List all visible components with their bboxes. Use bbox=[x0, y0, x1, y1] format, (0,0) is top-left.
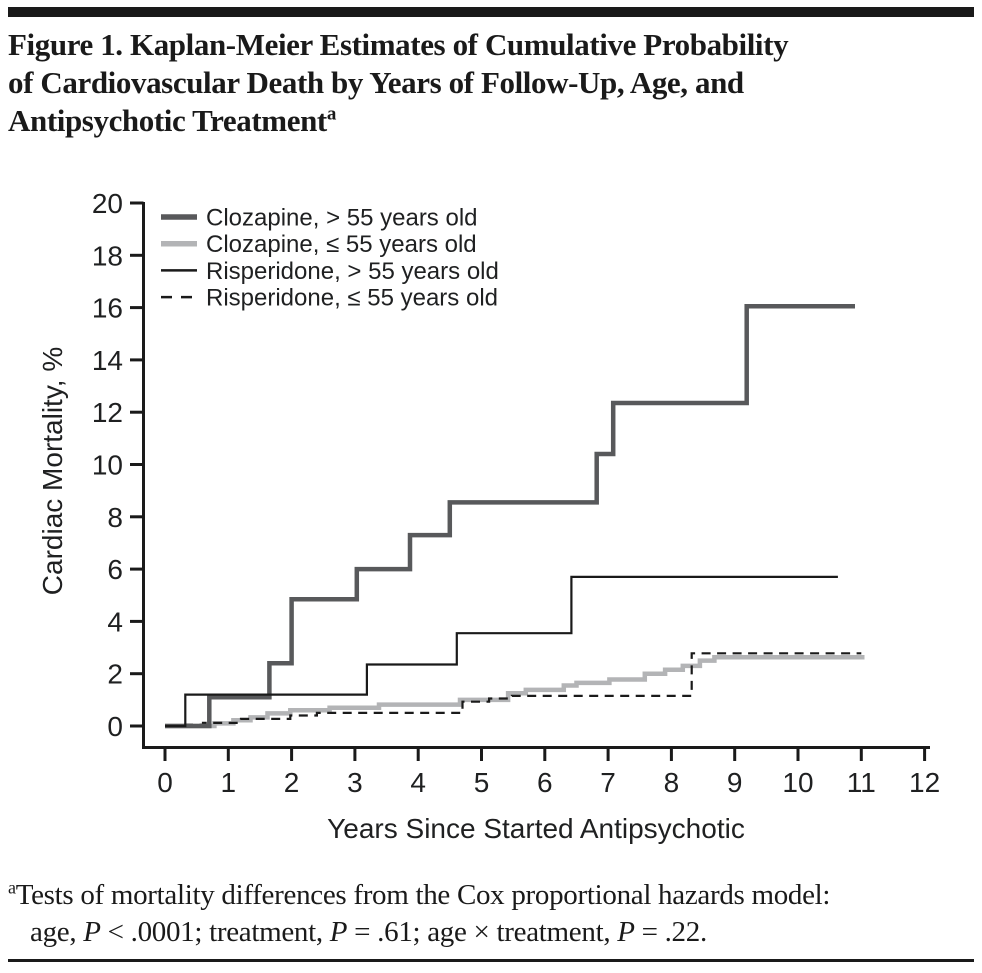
x-tick-label: 12 bbox=[909, 767, 940, 798]
series-curve-0 bbox=[165, 304, 855, 729]
footnote-text: = .22. bbox=[634, 916, 708, 948]
footnote: aTests of mortality differences from the… bbox=[8, 877, 980, 951]
footnote-text: age, bbox=[30, 916, 84, 948]
x-tick-label: 8 bbox=[664, 767, 680, 798]
figure-title: Figure 1. Kaplan-Meier Estimates of Cumu… bbox=[8, 26, 976, 140]
title-line-1: Figure 1. Kaplan-Meier Estimates of Cumu… bbox=[8, 27, 789, 62]
footnote-line-1: aTests of mortality differences from the… bbox=[8, 877, 980, 914]
legend-label-1: Clozapine, ≤ 55 years old bbox=[206, 231, 477, 258]
legend-label-2: Risperidone, > 55 years old bbox=[206, 258, 499, 285]
y-tick-label: 2 bbox=[107, 659, 123, 690]
x-tick-label: 5 bbox=[474, 767, 490, 798]
footnote-superscript: a bbox=[8, 877, 16, 898]
x-tick-label: 7 bbox=[600, 767, 616, 798]
legend-label-3: Risperidone, ≤ 55 years old bbox=[206, 285, 498, 312]
stat-symbol: P bbox=[83, 916, 101, 948]
title-line-3: Antipsychotic Treatment bbox=[8, 103, 327, 138]
y-axis-label: Cardiac Mortality, % bbox=[37, 347, 68, 595]
y-tick-label: 10 bbox=[92, 450, 123, 481]
stat-symbol: P bbox=[329, 916, 348, 948]
x-tick-label: 0 bbox=[157, 767, 173, 798]
title-superscript: a bbox=[326, 103, 337, 125]
x-tick-label: 11 bbox=[847, 767, 876, 798]
title-line-2: of Cardiovascular Death by Years of Foll… bbox=[8, 65, 744, 100]
footnote-text: = .61; age × treatment, bbox=[347, 916, 618, 948]
x-tick-label: 2 bbox=[284, 767, 300, 798]
y-tick-label: 16 bbox=[92, 293, 123, 324]
x-tick-label: 10 bbox=[782, 767, 813, 798]
y-tick-label: 8 bbox=[107, 502, 123, 533]
footnote-text: < .0001; treatment, bbox=[100, 916, 330, 948]
y-tick-label: 20 bbox=[92, 188, 123, 219]
footnote-line-2: age, P < .0001; treatment, P = .61; age … bbox=[30, 914, 980, 951]
x-axis-label: Years Since Started Antipsychotic bbox=[327, 813, 745, 844]
y-tick-label: 4 bbox=[107, 606, 123, 637]
legend-label-0: Clozapine, > 55 years old bbox=[206, 205, 478, 232]
x-tick-label: 6 bbox=[537, 767, 553, 798]
top-rule bbox=[8, 7, 974, 17]
series-curve-1 bbox=[165, 654, 865, 729]
y-tick-label: 18 bbox=[92, 240, 123, 271]
x-tick-label: 3 bbox=[347, 767, 363, 798]
footnote-line-1-text: Tests of mortality differences from the … bbox=[15, 879, 831, 911]
y-tick-label: 6 bbox=[107, 554, 123, 585]
y-tick-label: 14 bbox=[92, 345, 123, 376]
series-curve-2 bbox=[165, 575, 838, 728]
y-tick-label: 0 bbox=[107, 711, 123, 742]
stat-symbol: P bbox=[617, 916, 635, 948]
x-tick-label: 4 bbox=[410, 767, 426, 798]
x-tick-label: 1 bbox=[221, 767, 237, 798]
series-curve-3 bbox=[184, 652, 862, 726]
x-tick-label: 9 bbox=[727, 767, 743, 798]
y-tick-label: 12 bbox=[92, 397, 123, 428]
bottom-rule bbox=[8, 959, 974, 962]
